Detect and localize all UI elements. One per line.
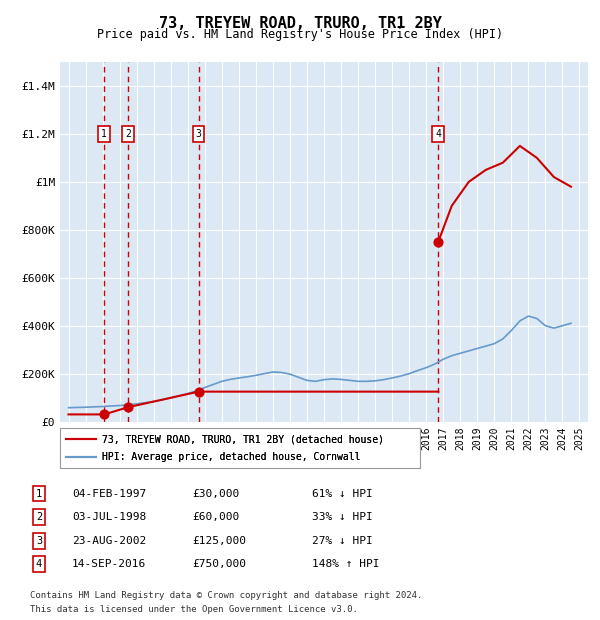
Text: Contains HM Land Registry data © Crown copyright and database right 2024.: Contains HM Land Registry data © Crown c… bbox=[30, 591, 422, 600]
Text: 3: 3 bbox=[196, 129, 202, 139]
Point bbox=[100, 409, 109, 419]
Text: 3: 3 bbox=[36, 536, 42, 546]
Text: 27% ↓ HPI: 27% ↓ HPI bbox=[312, 536, 373, 546]
Text: 148% ↑ HPI: 148% ↑ HPI bbox=[312, 559, 380, 569]
Text: 1: 1 bbox=[36, 489, 42, 498]
Text: 73, TREYEW ROAD, TRURO, TR1 2BY (detached house): 73, TREYEW ROAD, TRURO, TR1 2BY (detache… bbox=[102, 434, 384, 444]
Text: £750,000: £750,000 bbox=[192, 559, 246, 569]
Point bbox=[194, 387, 203, 397]
Text: HPI: Average price, detached house, Cornwall: HPI: Average price, detached house, Corn… bbox=[102, 452, 361, 462]
Text: 73, TREYEW ROAD, TRURO, TR1 2BY: 73, TREYEW ROAD, TRURO, TR1 2BY bbox=[158, 16, 442, 30]
Text: £60,000: £60,000 bbox=[192, 512, 239, 522]
Text: £30,000: £30,000 bbox=[192, 489, 239, 498]
Text: Price paid vs. HM Land Registry's House Price Index (HPI): Price paid vs. HM Land Registry's House … bbox=[97, 28, 503, 41]
Point bbox=[124, 402, 133, 412]
Text: 1: 1 bbox=[101, 129, 107, 139]
Text: 04-FEB-1997: 04-FEB-1997 bbox=[72, 489, 146, 498]
Text: 4: 4 bbox=[36, 559, 42, 569]
Text: 03-JUL-1998: 03-JUL-1998 bbox=[72, 512, 146, 522]
Text: 4: 4 bbox=[436, 129, 441, 139]
Text: 2: 2 bbox=[125, 129, 131, 139]
Text: 33% ↓ HPI: 33% ↓ HPI bbox=[312, 512, 373, 522]
Text: 61% ↓ HPI: 61% ↓ HPI bbox=[312, 489, 373, 498]
Point bbox=[433, 237, 443, 247]
Text: HPI: Average price, detached house, Cornwall: HPI: Average price, detached house, Corn… bbox=[102, 452, 361, 462]
Text: 23-AUG-2002: 23-AUG-2002 bbox=[72, 536, 146, 546]
Text: 2: 2 bbox=[36, 512, 42, 522]
Text: 73, TREYEW ROAD, TRURO, TR1 2BY (detached house): 73, TREYEW ROAD, TRURO, TR1 2BY (detache… bbox=[102, 434, 384, 444]
Text: 14-SEP-2016: 14-SEP-2016 bbox=[72, 559, 146, 569]
Text: £125,000: £125,000 bbox=[192, 536, 246, 546]
Text: This data is licensed under the Open Government Licence v3.0.: This data is licensed under the Open Gov… bbox=[30, 604, 358, 614]
